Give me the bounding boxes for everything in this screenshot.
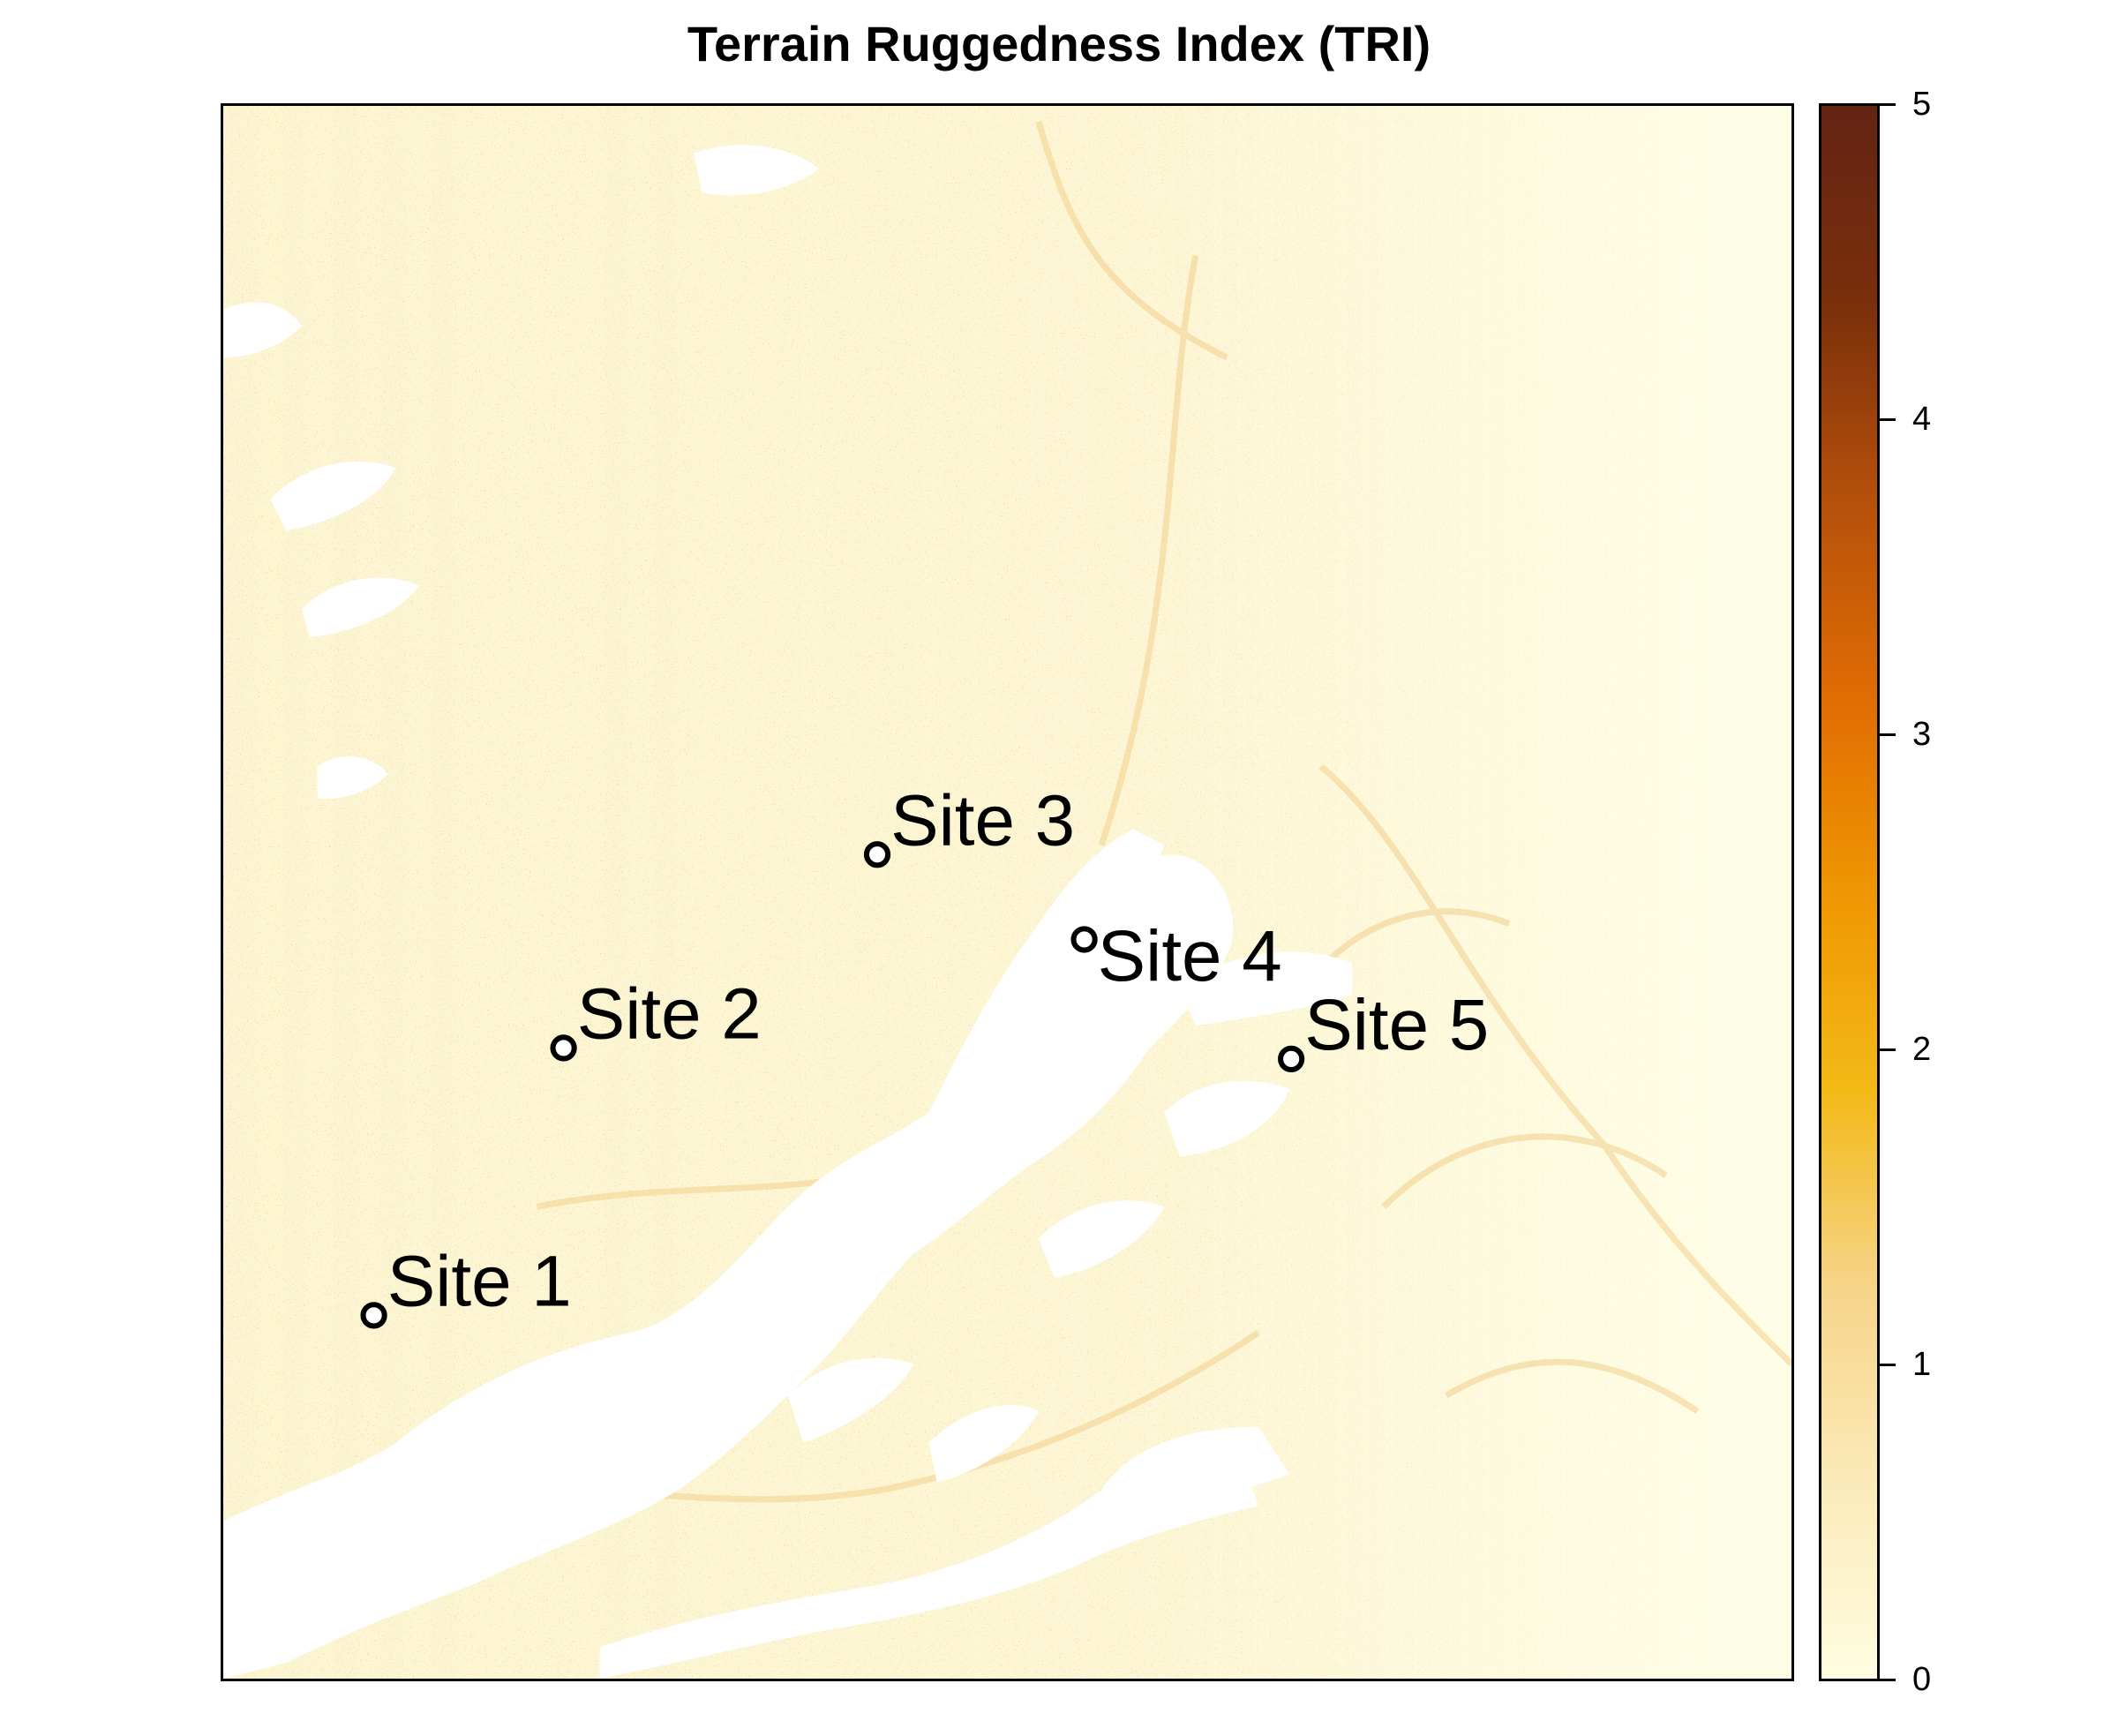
site-marker-circle[interactable] xyxy=(360,1302,387,1329)
site-label: Site 3 xyxy=(890,780,1075,860)
map-title: Terrain Ruggedness Index (TRI) xyxy=(687,16,1431,71)
tri-raster-canvas: Site 1 Site 2 Site 3 Site 4 Site 5 xyxy=(223,106,1791,1679)
nodata-areas xyxy=(223,145,1353,1679)
scale-tick-label: 5 xyxy=(1912,86,1932,123)
site-marker-circle[interactable] xyxy=(863,841,891,868)
site-label: Site 1 xyxy=(387,1242,572,1322)
site-label: Site 5 xyxy=(1304,985,1489,1065)
color-scale-ticks xyxy=(1880,103,1906,1681)
scale-tick-mark xyxy=(1880,103,1896,106)
site-marker[interactable]: Site 1 xyxy=(360,1242,572,1329)
color-scale-bar xyxy=(1819,103,1880,1681)
scale-tick-label: 2 xyxy=(1912,1031,1932,1068)
site-marker[interactable]: Site 2 xyxy=(550,974,762,1062)
scale-tick-label: 1 xyxy=(1912,1346,1932,1383)
site-marker-circle[interactable] xyxy=(1278,1045,1305,1073)
scale-tick-mark xyxy=(1880,418,1896,421)
scale-tick-label: 4 xyxy=(1912,401,1932,438)
scale-tick-label: 0 xyxy=(1912,1661,1932,1698)
scale-tick-mark xyxy=(1880,733,1896,736)
site-marker[interactable]: Site 5 xyxy=(1278,985,1489,1073)
scale-tick-mark xyxy=(1880,1364,1896,1366)
site-marker[interactable]: Site 4 xyxy=(1070,916,1282,996)
site-marker-circle[interactable] xyxy=(550,1034,577,1062)
scale-tick-mark xyxy=(1880,1048,1896,1051)
site-marker[interactable]: Site 3 xyxy=(863,780,1075,868)
site-label: Site 2 xyxy=(577,974,762,1055)
site-label: Site 4 xyxy=(1098,916,1282,996)
site-marker-circle[interactable] xyxy=(1070,926,1098,953)
tri-raster-map[interactable]: Site 1 Site 2 Site 3 Site 4 Site 5 xyxy=(221,103,1794,1681)
scale-tick-mark xyxy=(1880,1679,1896,1681)
scale-tick-label: 3 xyxy=(1912,716,1932,753)
site-markers-layer: Site 1 Site 2 Site 3 Site 4 Site 5 xyxy=(360,780,1489,1329)
